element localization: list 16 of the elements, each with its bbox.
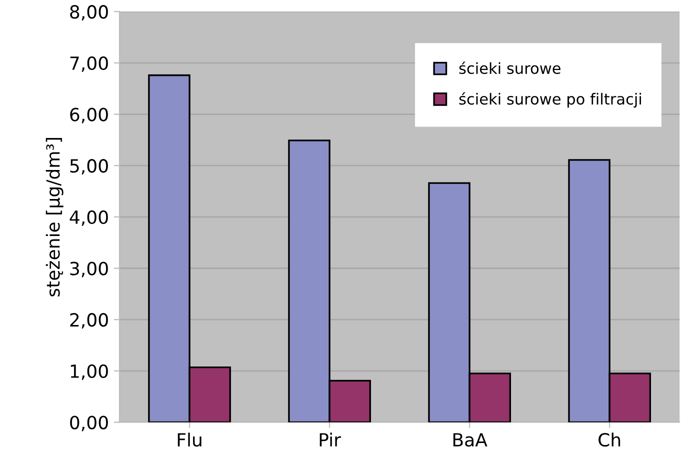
- x-tick-label: Ch: [598, 432, 620, 447]
- y-tick-label: 8,00: [70, 5, 108, 21]
- x-tick-label: Pir: [320, 432, 342, 446]
- legend-label: ścieki surowe po filtracji: [459, 92, 641, 108]
- y-tick-label: 6,00: [70, 108, 108, 124]
- y-tick-label: 4,00: [70, 210, 108, 226]
- y-tick-label: 7,00: [70, 56, 108, 72]
- y-tick-label: 0,00: [70, 416, 108, 432]
- y-tick-label: 3,00: [70, 262, 108, 278]
- y-tick-label: 5,00: [70, 159, 108, 175]
- x-tick-label: BaA: [453, 433, 488, 447]
- x-tick-label: Flu: [178, 432, 202, 447]
- y-tick-label: 2,00: [70, 313, 108, 329]
- legend-label: ścieki surowe: [459, 62, 560, 74]
- y-tick-label: 1,00: [70, 364, 108, 380]
- y-axis-title: stężenie [µg/dm³]: [46, 138, 64, 296]
